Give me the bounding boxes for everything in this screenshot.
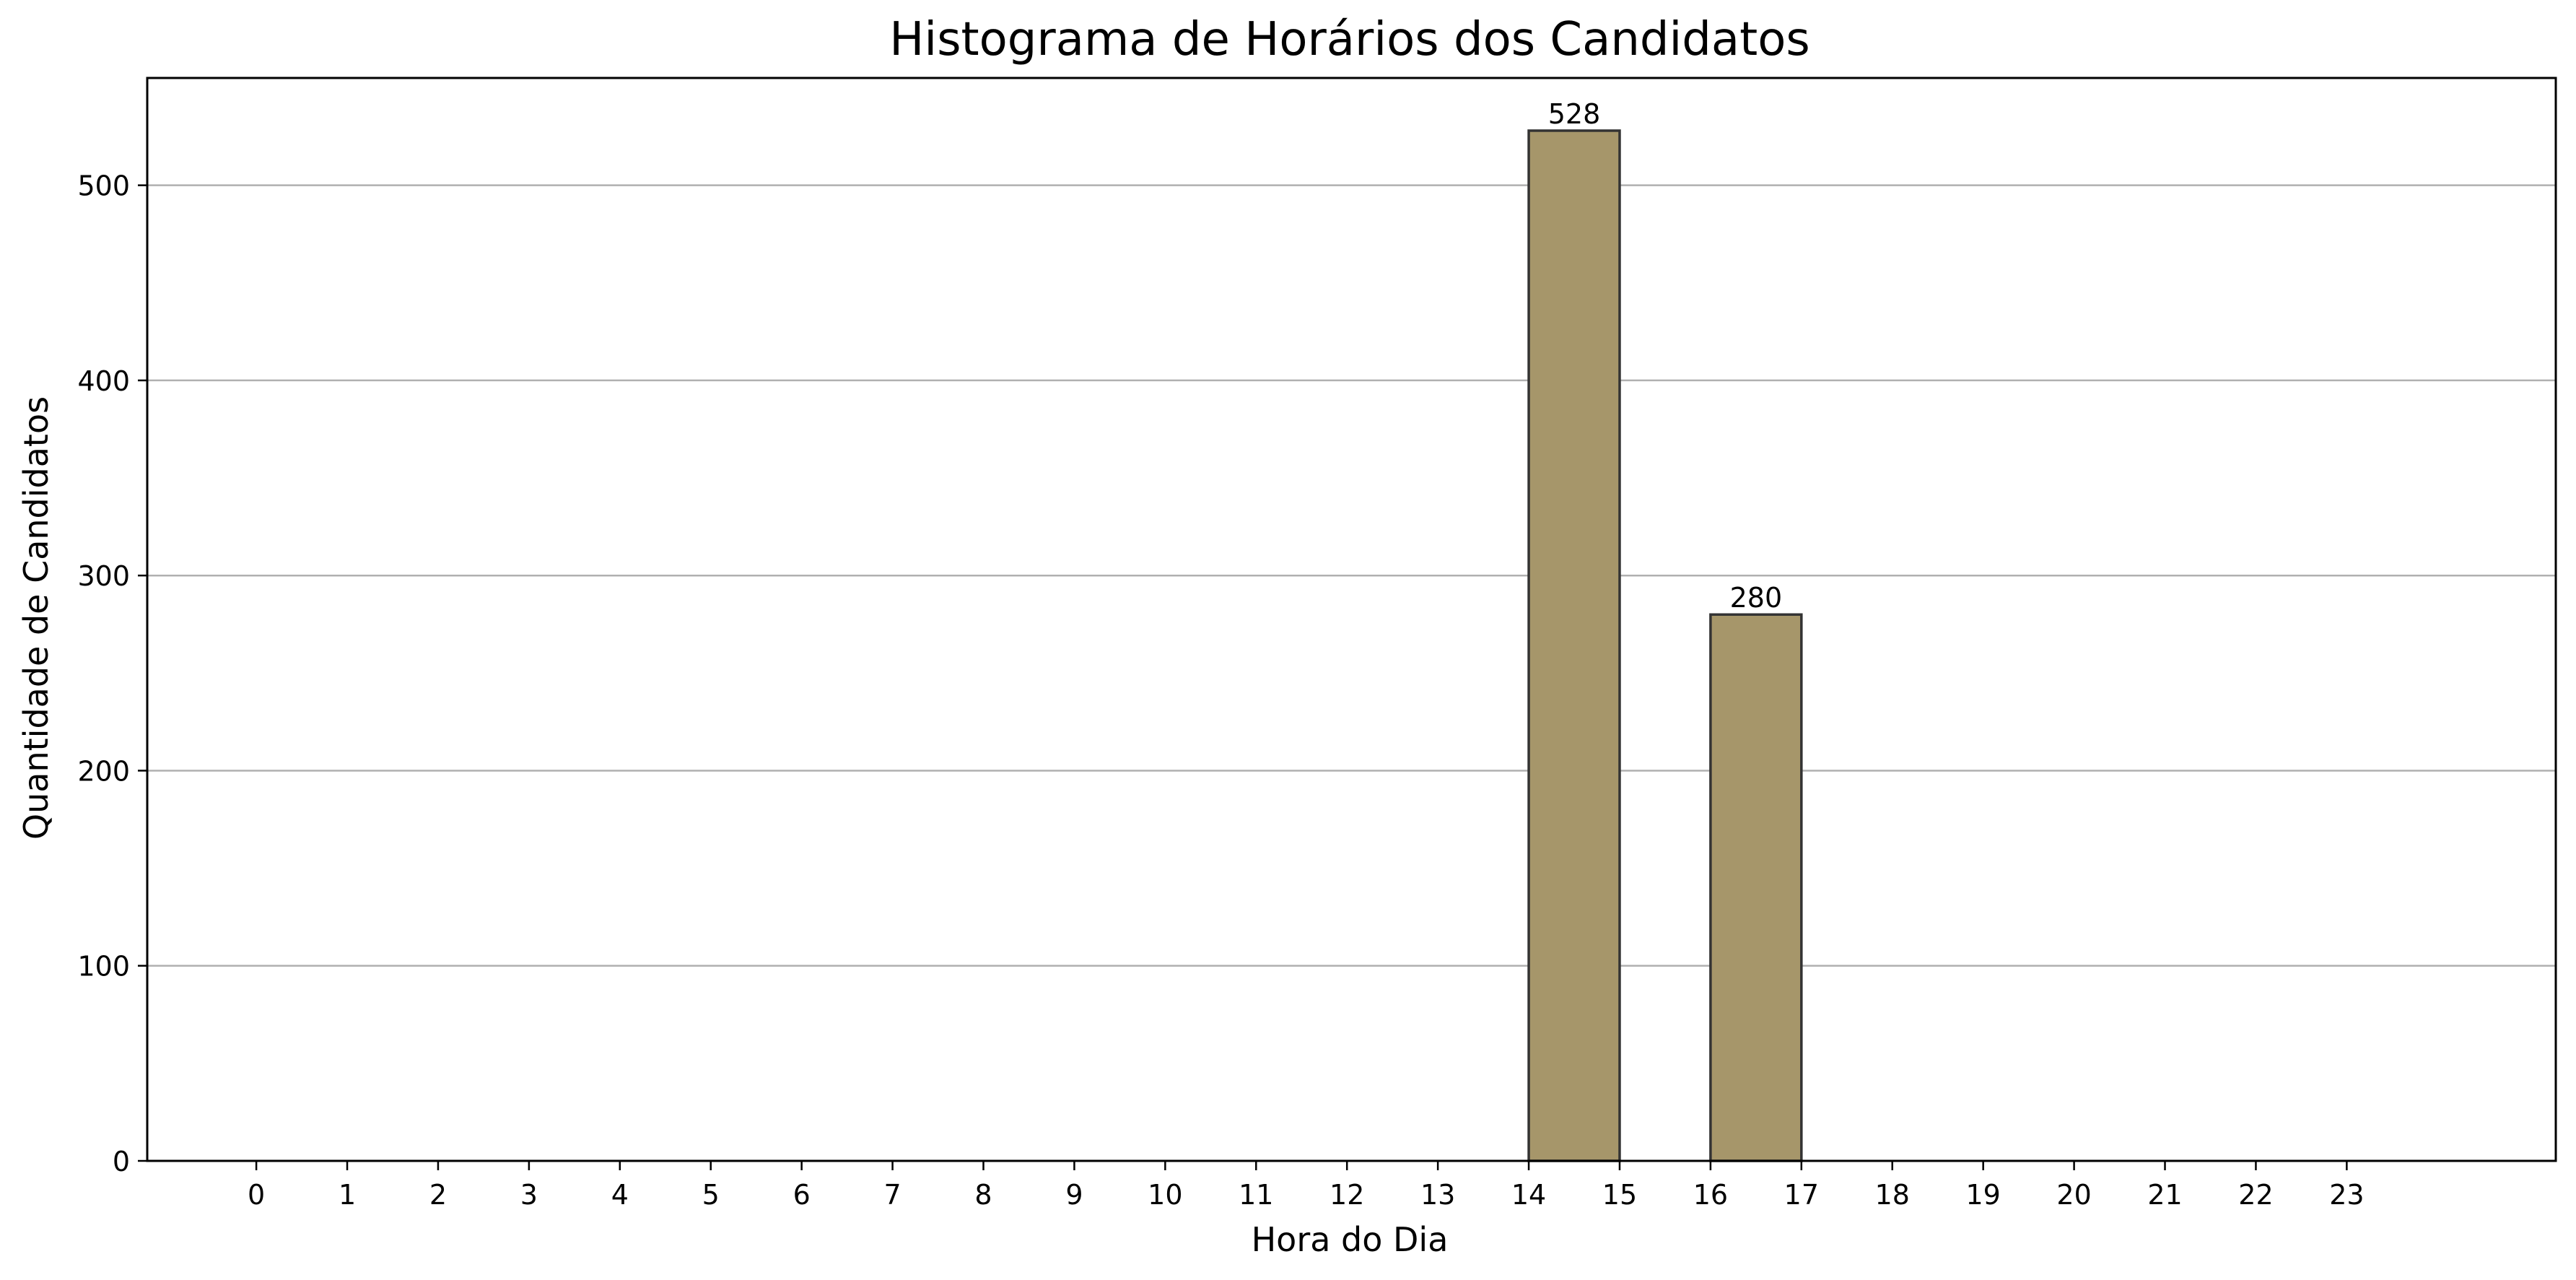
x-tick-label: 3 bbox=[520, 1179, 538, 1211]
x-tick-label: 22 bbox=[2238, 1179, 2273, 1211]
x-tick-label: 15 bbox=[1602, 1179, 1637, 1211]
x-tick-label: 1 bbox=[339, 1179, 356, 1211]
grid-lines bbox=[147, 184, 2556, 967]
x-tick-label: 14 bbox=[1511, 1179, 1546, 1211]
bar-value-label: 280 bbox=[1730, 582, 1783, 614]
x-tick-label: 9 bbox=[1065, 1179, 1083, 1211]
y-axis-label: Quantidade de Candidatos bbox=[17, 396, 56, 840]
y-tick-label: 200 bbox=[77, 755, 130, 787]
x-tick-label: 5 bbox=[702, 1179, 720, 1211]
y-tick-label: 0 bbox=[113, 1146, 130, 1177]
x-tick-label: 16 bbox=[1693, 1179, 1728, 1211]
chart-title: Histograma de Horários dos Candidatos bbox=[889, 13, 1809, 66]
x-tick-label: 7 bbox=[883, 1179, 901, 1211]
x-tick-label: 6 bbox=[793, 1179, 811, 1211]
bar-value-label: 528 bbox=[1548, 98, 1601, 130]
x-tick-label: 23 bbox=[2329, 1179, 2364, 1211]
x-axis-label: Hora do Dia bbox=[1252, 1220, 1449, 1259]
y-tick-label: 400 bbox=[77, 365, 130, 397]
x-tick-label: 0 bbox=[248, 1179, 265, 1211]
x-tick-label: 10 bbox=[1148, 1179, 1182, 1211]
x-tick-label: 17 bbox=[1784, 1179, 1819, 1211]
x-tick-label: 20 bbox=[2056, 1179, 2091, 1211]
x-tick-label: 11 bbox=[1239, 1179, 1273, 1211]
y-tick-label: 300 bbox=[77, 560, 130, 592]
x-tick-label: 13 bbox=[1420, 1179, 1455, 1211]
x-tick-label: 21 bbox=[2147, 1179, 2182, 1211]
y-tick-label: 100 bbox=[77, 951, 130, 983]
axes-frame bbox=[146, 77, 2557, 1162]
x-tick-label: 2 bbox=[429, 1179, 447, 1211]
bar bbox=[1709, 613, 1803, 1162]
x-tick-label: 8 bbox=[974, 1179, 992, 1211]
bar bbox=[1527, 129, 1621, 1162]
x-tick-label: 12 bbox=[1330, 1179, 1364, 1211]
x-tick-label: 18 bbox=[1875, 1179, 1910, 1211]
x-tick-label: 4 bbox=[611, 1179, 629, 1211]
y-tick-label: 500 bbox=[77, 170, 130, 202]
axes: 0 1 2 3 4 5 6 7 8 9 10 11 12 13 14 15 16 17 18 19 20 21 22 2301… bbox=[77, 77, 2557, 1211]
x-tick-label: 19 bbox=[1965, 1179, 2000, 1211]
